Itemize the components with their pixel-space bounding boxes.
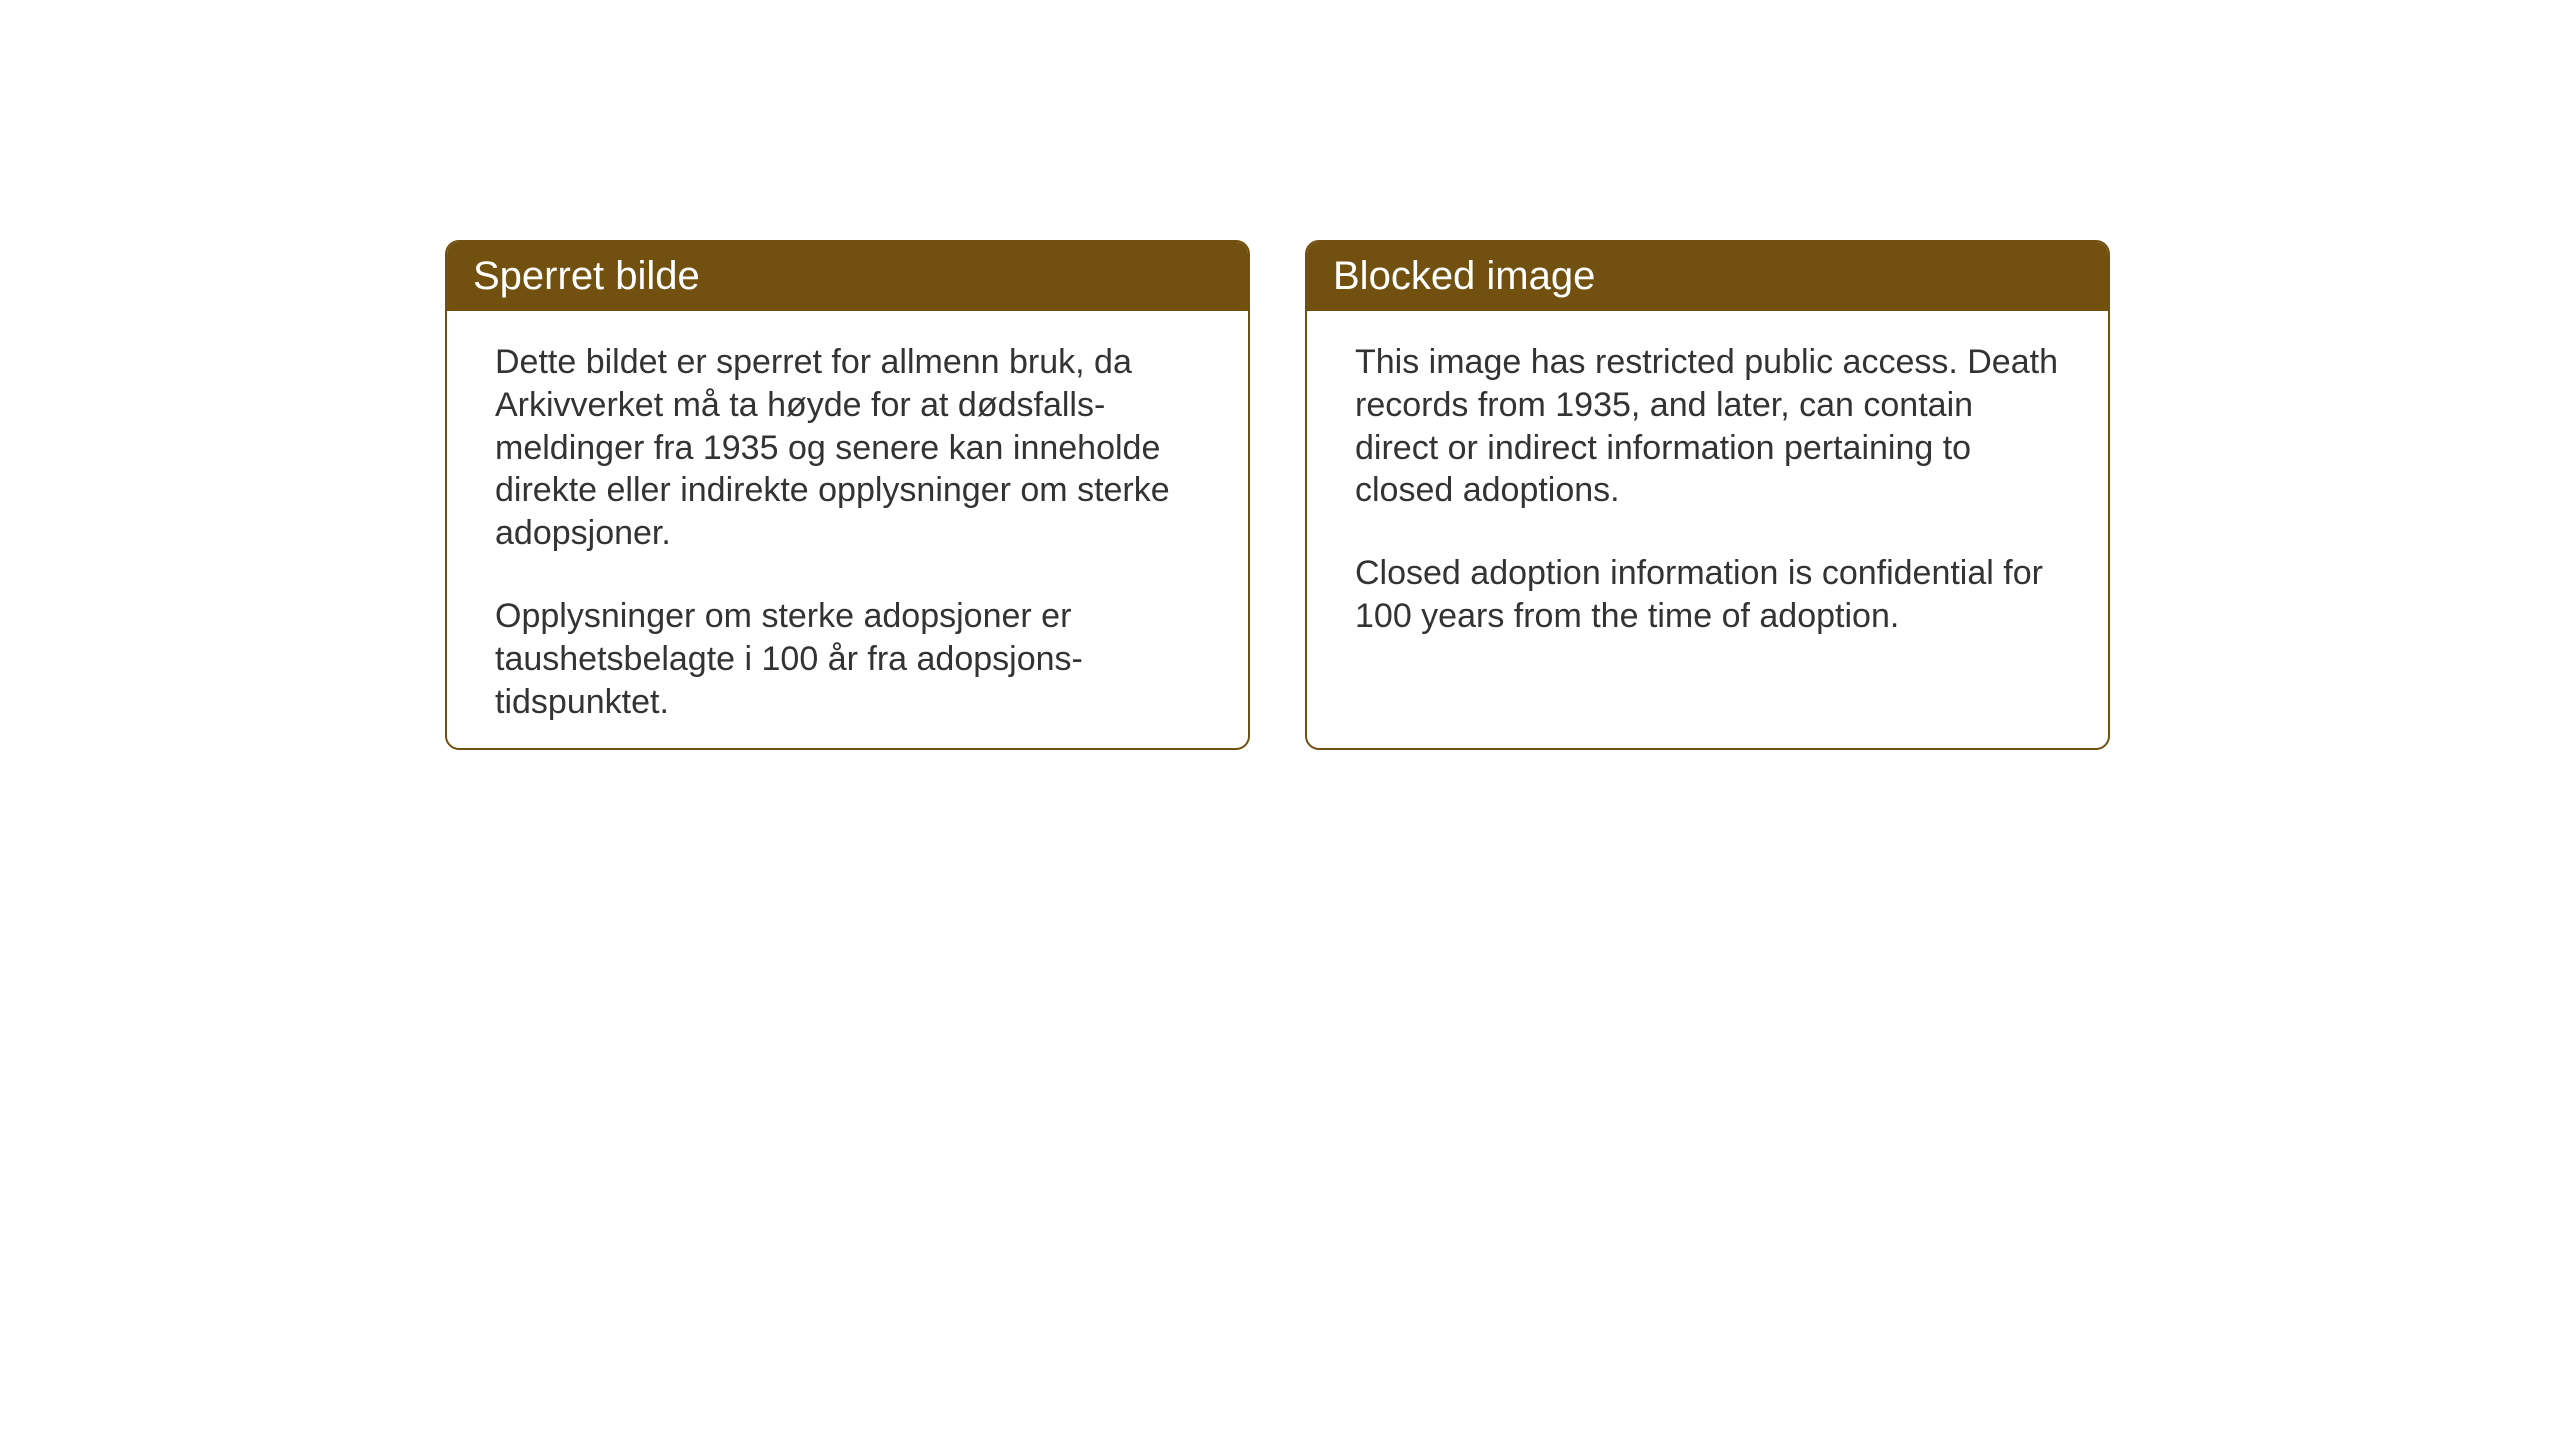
norwegian-card-body: Dette bildet er sperret for allmenn bruk… (447, 311, 1248, 750)
norwegian-card-title: Sperret bilde (447, 242, 1248, 311)
norwegian-notice-card: Sperret bilde Dette bildet er sperret fo… (445, 240, 1250, 750)
notice-cards-container: Sperret bilde Dette bildet er sperret fo… (445, 240, 2110, 750)
english-notice-card: Blocked image This image has restricted … (1305, 240, 2110, 750)
english-paragraph-1: This image has restricted public access.… (1355, 341, 2060, 512)
english-card-body: This image has restricted public access.… (1307, 311, 2108, 678)
english-paragraph-2: Closed adoption information is confident… (1355, 552, 2060, 638)
norwegian-paragraph-2: Opplysninger om sterke adopsjoner er tau… (495, 595, 1200, 723)
english-card-title: Blocked image (1307, 242, 2108, 311)
norwegian-paragraph-1: Dette bildet er sperret for allmenn bruk… (495, 341, 1200, 555)
